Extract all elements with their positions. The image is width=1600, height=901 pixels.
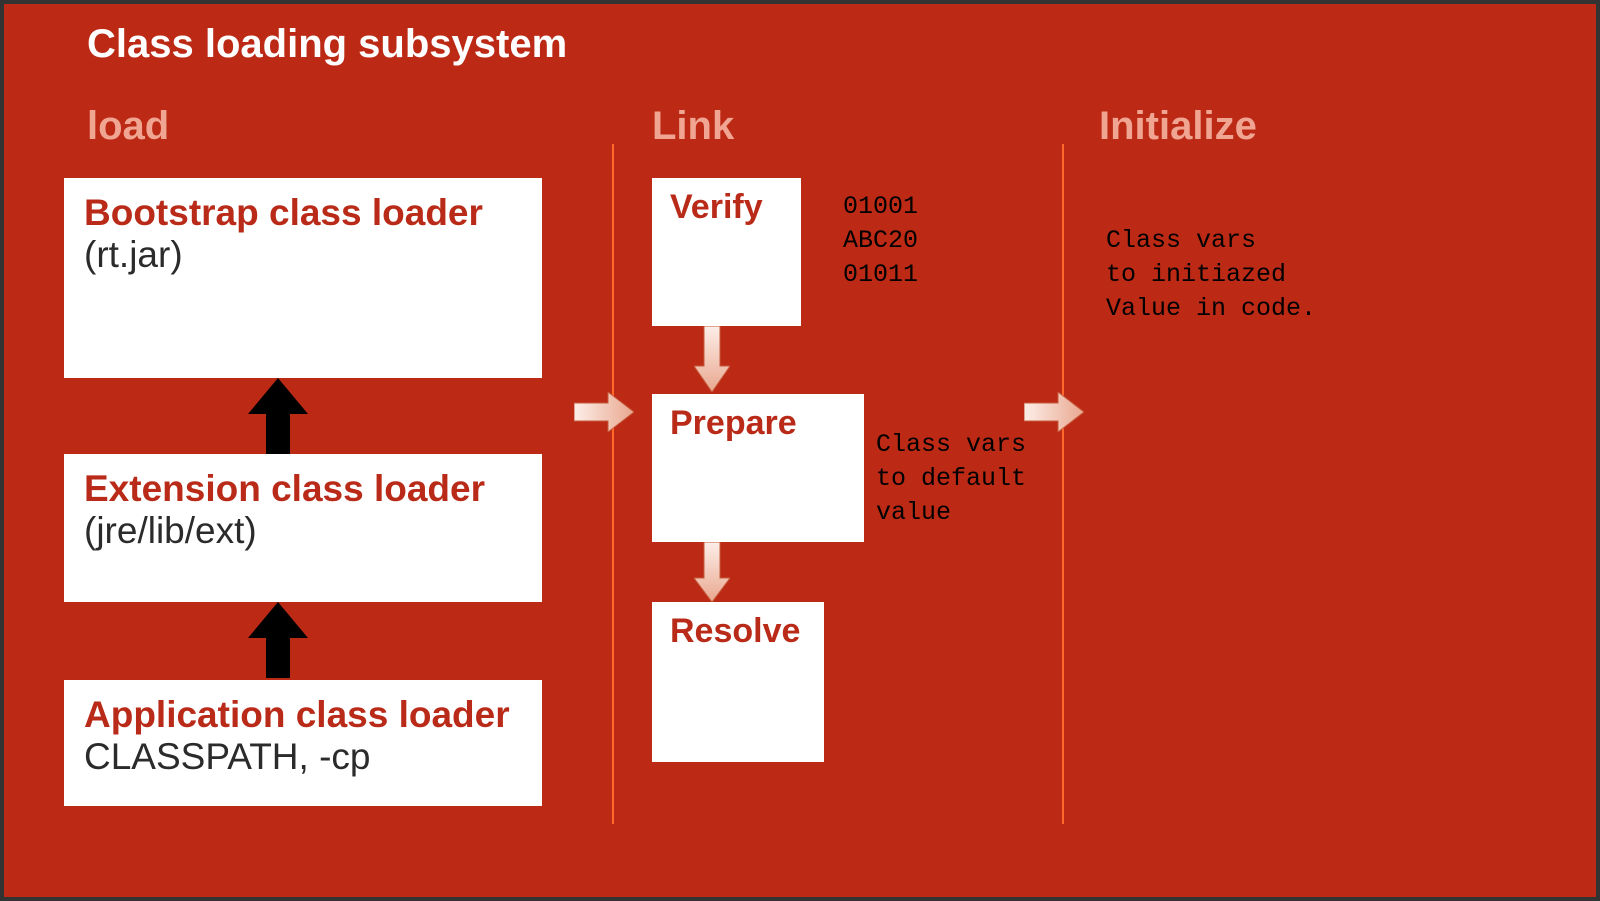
section-heading-initialize: Initialize [1099, 104, 1257, 149]
box-verify: Verify [652, 178, 801, 326]
arrow-right-icon [574, 392, 634, 432]
box-resolve-title: Resolve [670, 612, 806, 651]
section-heading-load: load [87, 104, 169, 149]
annotation-verify-data: 01001 ABC20 01011 [843, 190, 918, 291]
annotation-init-note: Class vars to initiazed Value in code. [1106, 224, 1316, 325]
box-verify-title: Verify [670, 188, 783, 227]
box-resolve: Resolve [652, 602, 824, 762]
box-application-sub: CLASSPATH, -cp [84, 736, 522, 778]
annotation-prepare-note: Class vars to default value [876, 428, 1026, 529]
box-prepare-title: Prepare [670, 404, 846, 443]
arrow-down-icon [694, 542, 730, 602]
box-extension-title: Extension class loader [84, 468, 522, 510]
box-prepare: Prepare [652, 394, 864, 542]
arrow-down-icon [694, 326, 730, 392]
page-title: Class loading subsystem [87, 22, 567, 67]
box-application-title: Application class loader [84, 694, 522, 736]
box-application: Application class loader CLASSPATH, -cp [64, 680, 542, 806]
divider-2 [1062, 144, 1064, 824]
arrow-right-icon [1024, 392, 1084, 432]
box-extension: Extension class loader (jre/lib/ext) [64, 454, 542, 602]
arrow-up-icon [248, 378, 308, 454]
box-bootstrap: Bootstrap class loader (rt.jar) [64, 178, 542, 378]
arrow-up-icon [248, 602, 308, 678]
section-heading-link: Link [652, 104, 734, 149]
box-bootstrap-sub: (rt.jar) [84, 234, 522, 276]
box-bootstrap-title: Bootstrap class loader [84, 192, 522, 234]
divider-1 [612, 144, 614, 824]
box-extension-sub: (jre/lib/ext) [84, 510, 522, 552]
